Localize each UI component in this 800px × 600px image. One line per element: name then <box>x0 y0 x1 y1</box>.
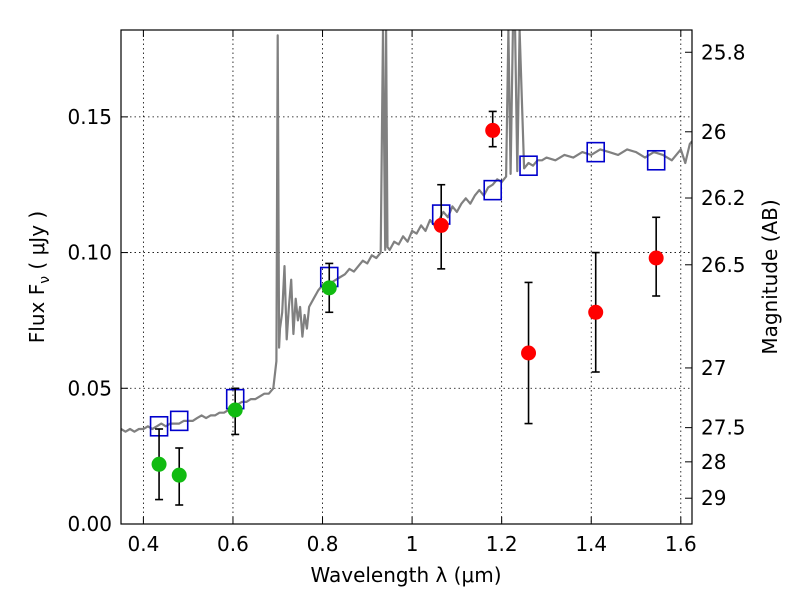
y-tick-label: 0.05 <box>67 376 112 400</box>
model-photometry-square <box>169 410 189 432</box>
infrared-detection-point <box>521 345 537 361</box>
y-axis-label-unit: ( μJy ) <box>25 211 49 276</box>
infrared-detection-point <box>648 250 664 266</box>
model-photometry-square <box>519 155 538 177</box>
x-tick-label: 0.6 <box>217 532 249 556</box>
y2-tick-label: 29 <box>701 486 726 510</box>
plot-frame <box>120 29 693 525</box>
x-tick-label: 0.4 <box>127 532 159 556</box>
infrared-detection-point <box>588 304 604 320</box>
data-points <box>149 110 666 506</box>
x-tick-label: 1.2 <box>486 532 518 556</box>
y-axis-label-main: Flux F <box>25 284 49 343</box>
infrared-detection-point <box>485 122 501 138</box>
y2-tick-label: 27 <box>701 356 726 380</box>
x-tick-label: 0.8 <box>307 532 339 556</box>
y2-axis-label: Magnitude (AB) <box>758 199 782 354</box>
x-tick-label: 1.4 <box>575 532 607 556</box>
y-tick-label: 0.10 <box>67 241 112 265</box>
y2-tick-label: 26.5 <box>701 253 746 277</box>
y-axis-label: Flux Fν ( μJy ) <box>25 211 53 343</box>
y-tick-label: 0.15 <box>67 105 112 129</box>
optical-detection-point <box>171 467 187 483</box>
infrared-detection-point <box>433 217 449 233</box>
y2-tick-label: 25.8 <box>701 40 746 64</box>
model-spectrum-line <box>121 30 692 433</box>
model-photometry-square <box>586 141 606 163</box>
axis-ticks: 0.4 0.6 0.8 1 1.2 1.4 1.6 0.00 0.05 0.10 0.15 25.8 2… <box>67 30 746 556</box>
optical-detection-point <box>321 280 337 296</box>
y-tick-label: 0.00 <box>67 512 112 536</box>
y2-tick-label: 27.5 <box>701 416 746 440</box>
y2-tick-label: 28 <box>701 450 726 474</box>
grid <box>121 30 692 524</box>
optical-detection-point <box>151 456 167 472</box>
x-tick-label: 1.6 <box>665 532 697 556</box>
optical-detection-point <box>227 402 243 418</box>
x-axis-label: Wavelength λ (μm) <box>310 563 501 587</box>
y-axis-label-subscript: ν <box>37 276 53 284</box>
y2-tick-label: 26.2 <box>701 186 746 210</box>
x-tick-label: 1 <box>406 532 419 556</box>
model-photometry-square <box>483 179 503 201</box>
model-photometry-square <box>646 149 666 171</box>
y2-tick-label: 26 <box>701 120 726 144</box>
